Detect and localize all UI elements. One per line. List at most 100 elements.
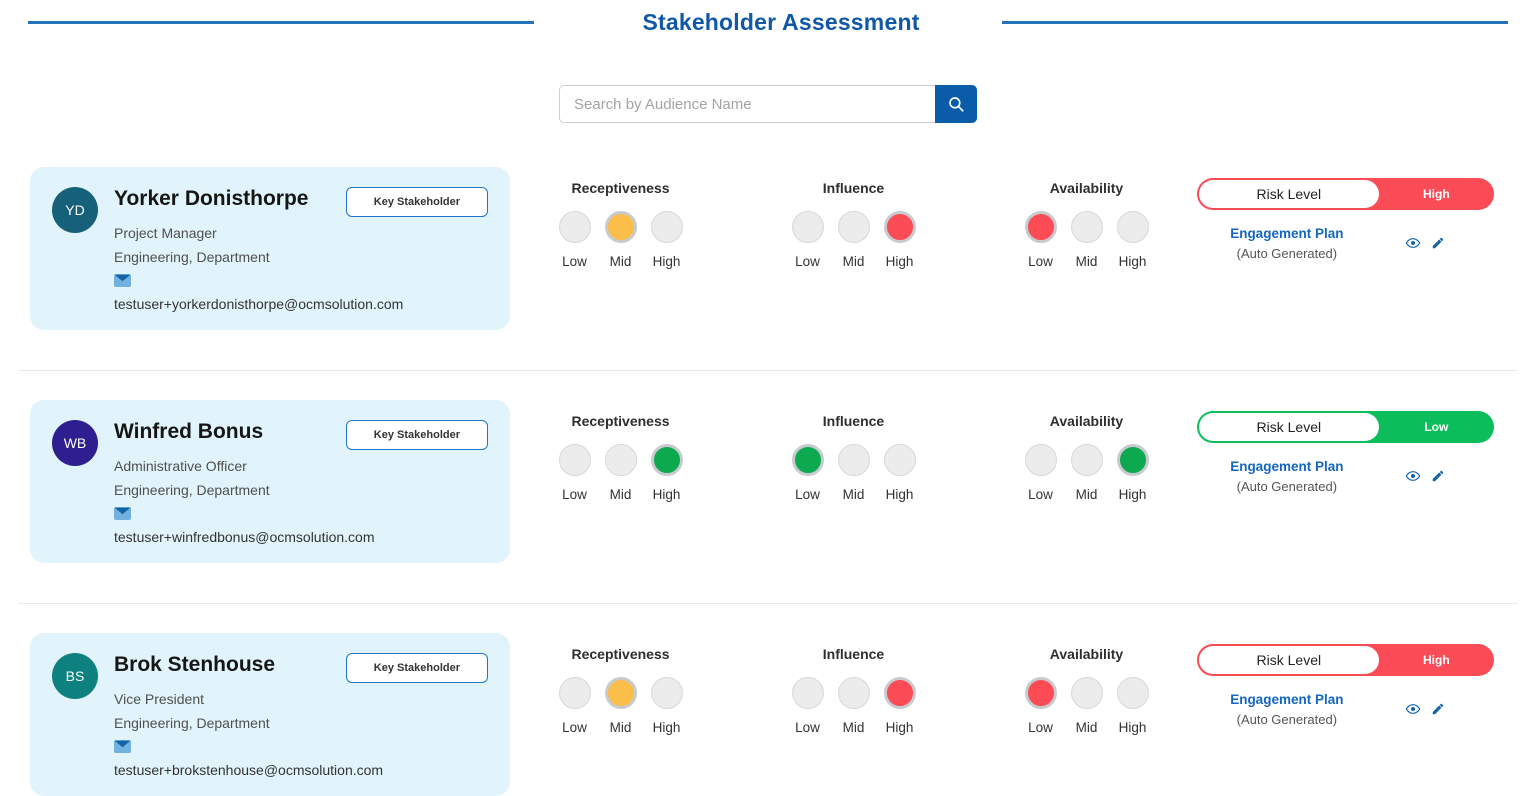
metric-title: Availability bbox=[1049, 413, 1124, 429]
scale-labels: Low Mid High bbox=[1028, 254, 1147, 269]
metric-columns: Receptiveness Low Mid High Influence bbox=[516, 400, 1192, 502]
availability-dot-low[interactable] bbox=[1024, 677, 1057, 709]
engagement-plan-section: Engagement Plan (Auto Generated) bbox=[1197, 225, 1494, 261]
stakeholder-card: BS Brok Stenhouse Key Stakeholder Vice P… bbox=[30, 633, 510, 796]
risk-level-value: Low bbox=[1424, 420, 1449, 434]
stakeholder-email: testuser+brokstenhouse@ocmsolution.com bbox=[114, 762, 384, 778]
receptiveness-dot-high[interactable] bbox=[650, 444, 683, 476]
stakeholder-name: Winfred Bonus bbox=[114, 420, 264, 443]
influence-dot-mid[interactable] bbox=[837, 211, 870, 243]
edit-engagement-plan-icon[interactable] bbox=[1431, 702, 1445, 716]
avatar-initials: YD bbox=[65, 202, 85, 218]
scale-labels: Low Mid High bbox=[795, 254, 914, 269]
header-divider-left bbox=[28, 20, 535, 24]
availability-dot-high[interactable] bbox=[1116, 211, 1149, 243]
metric-columns: Receptiveness Low Mid High Influence bbox=[516, 167, 1192, 269]
view-engagement-plan-icon[interactable] bbox=[1405, 235, 1421, 251]
metric-title: Influence bbox=[822, 413, 885, 429]
stakeholder-row: WB Winfred Bonus Key Stakeholder Adminis… bbox=[0, 400, 1536, 563]
key-stakeholder-button[interactable]: Key Stakeholder bbox=[345, 420, 488, 450]
receptiveness-dot-low[interactable] bbox=[558, 677, 591, 709]
risk-column: Risk Level High Engagement Plan (Auto Ge… bbox=[1197, 633, 1494, 727]
email-icon bbox=[114, 507, 131, 525]
stakeholder-name: Brok Stenhouse bbox=[114, 653, 276, 676]
view-engagement-plan-icon[interactable] bbox=[1405, 468, 1421, 484]
search-icon bbox=[947, 95, 965, 113]
search-button[interactable] bbox=[935, 85, 977, 123]
availability-dot-low[interactable] bbox=[1024, 211, 1057, 243]
availability-dot-mid[interactable] bbox=[1070, 677, 1103, 709]
receptiveness-dot-mid[interactable] bbox=[604, 677, 637, 709]
influence-dot-low[interactable] bbox=[791, 444, 824, 476]
auto-generated-label: (Auto Generated) bbox=[1236, 246, 1338, 261]
scale-labels: Low Mid High bbox=[562, 487, 681, 502]
scale-labels: Low Mid High bbox=[562, 254, 681, 269]
search-input[interactable] bbox=[559, 85, 935, 123]
influence-dot-mid[interactable] bbox=[837, 444, 870, 476]
engagement-plan-section: Engagement Plan (Auto Generated) bbox=[1197, 458, 1494, 494]
metric-influence: Influence Low Mid High bbox=[749, 180, 959, 269]
metric-receptiveness: Receptiveness Low Mid High bbox=[516, 646, 726, 735]
risk-level-label: Risk Level bbox=[1199, 180, 1379, 208]
metric-title: Availability bbox=[1049, 646, 1124, 662]
edit-engagement-plan-icon[interactable] bbox=[1431, 236, 1445, 250]
key-stakeholder-button[interactable]: Key Stakeholder bbox=[345, 653, 488, 683]
availability-dot-high[interactable] bbox=[1116, 444, 1149, 476]
metric-title: Influence bbox=[822, 646, 885, 662]
stakeholder-email: testuser+winfredbonus@ocmsolution.com bbox=[114, 529, 375, 545]
scale-labels: Low Mid High bbox=[1028, 720, 1147, 735]
scale-labels: Low Mid High bbox=[795, 487, 914, 502]
risk-level-label: Risk Level bbox=[1199, 413, 1379, 441]
engagement-plan-link[interactable]: Engagement Plan bbox=[1230, 226, 1344, 241]
scale-labels: Low Mid High bbox=[1028, 487, 1147, 502]
receptiveness-dot-mid[interactable] bbox=[604, 444, 637, 476]
availability-dot-high[interactable] bbox=[1116, 677, 1149, 709]
avatar: YD bbox=[52, 187, 98, 233]
avatar: BS bbox=[52, 653, 98, 699]
engagement-plan-link[interactable]: Engagement Plan bbox=[1230, 692, 1344, 707]
engagement-plan-section: Engagement Plan (Auto Generated) bbox=[1197, 691, 1494, 727]
metric-title: Receptiveness bbox=[571, 180, 670, 196]
stakeholder-role: Administrative Officer bbox=[114, 458, 247, 474]
risk-level-pill: Risk Level High bbox=[1197, 178, 1494, 210]
availability-dot-mid[interactable] bbox=[1070, 211, 1103, 243]
influence-dot-low[interactable] bbox=[791, 677, 824, 709]
stakeholder-department: Engineering, Department bbox=[114, 249, 270, 265]
availability-dot-low[interactable] bbox=[1024, 444, 1057, 476]
influence-dot-low[interactable] bbox=[791, 211, 824, 243]
metric-availability: Availability Low Mid High bbox=[982, 413, 1192, 502]
risk-column: Risk Level High Engagement Plan (Auto Ge… bbox=[1197, 167, 1494, 261]
metric-influence: Influence Low Mid High bbox=[749, 413, 959, 502]
receptiveness-dot-low[interactable] bbox=[558, 444, 591, 476]
view-engagement-plan-icon[interactable] bbox=[1405, 701, 1421, 717]
receptiveness-dot-high[interactable] bbox=[650, 211, 683, 243]
receptiveness-dot-low[interactable] bbox=[558, 211, 591, 243]
scale-labels: Low Mid High bbox=[795, 720, 914, 735]
risk-column: Risk Level Low Engagement Plan (Auto Gen… bbox=[1197, 400, 1494, 494]
edit-engagement-plan-icon[interactable] bbox=[1431, 469, 1445, 483]
page-header: Stakeholder Assessment bbox=[0, 5, 1536, 39]
email-icon bbox=[114, 274, 131, 292]
availability-dot-mid[interactable] bbox=[1070, 444, 1103, 476]
avatar-initials: BS bbox=[65, 668, 85, 684]
auto-generated-label: (Auto Generated) bbox=[1236, 712, 1338, 727]
receptiveness-dot-mid[interactable] bbox=[604, 211, 637, 243]
influence-dot-high[interactable] bbox=[883, 677, 916, 709]
search-bar bbox=[0, 85, 1536, 123]
header-divider-right bbox=[1001, 20, 1508, 24]
risk-level-pill: Risk Level Low bbox=[1197, 411, 1494, 443]
metric-columns: Receptiveness Low Mid High Influence bbox=[516, 633, 1192, 735]
avatar-initials: WB bbox=[63, 435, 87, 451]
receptiveness-dot-high[interactable] bbox=[650, 677, 683, 709]
metric-title: Availability bbox=[1049, 180, 1124, 196]
influence-dot-mid[interactable] bbox=[837, 677, 870, 709]
auto-generated-label: (Auto Generated) bbox=[1236, 479, 1338, 494]
metric-availability: Availability Low Mid High bbox=[982, 646, 1192, 735]
influence-dot-high[interactable] bbox=[883, 211, 916, 243]
engagement-plan-link[interactable]: Engagement Plan bbox=[1230, 459, 1344, 474]
stakeholder-name: Yorker Donisthorpe bbox=[114, 187, 309, 210]
stakeholder-department: Engineering, Department bbox=[114, 482, 270, 498]
key-stakeholder-button[interactable]: Key Stakeholder bbox=[345, 187, 488, 217]
influence-dot-high[interactable] bbox=[883, 444, 916, 476]
risk-level-value: High bbox=[1423, 653, 1450, 667]
